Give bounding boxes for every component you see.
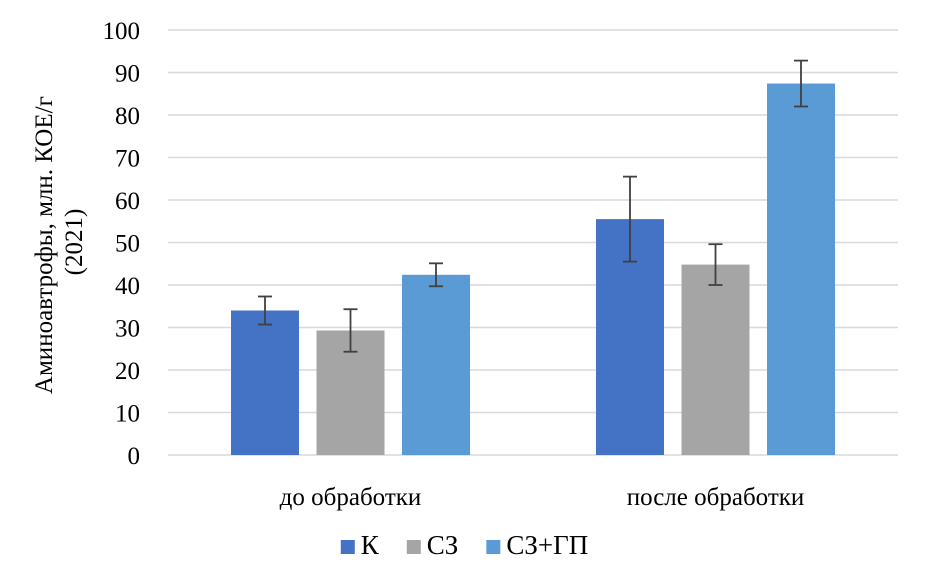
y-tick-label-0: 0	[128, 443, 141, 470]
error-bars	[258, 59, 808, 353]
legend-label-1: К	[361, 530, 380, 560]
y-tick-label-10: 10	[115, 401, 140, 428]
error-bar-3-1	[429, 262, 443, 288]
legend-item-1: К	[340, 530, 380, 560]
bars	[231, 83, 835, 456]
legend-item-2: СЗ	[406, 530, 459, 560]
error-bar-1-2	[623, 175, 637, 263]
bar-3-2	[767, 83, 835, 456]
legend-swatch-3	[486, 540, 501, 554]
legend: К СЗ СЗ+ГП	[340, 530, 588, 560]
bar-2-2	[681, 264, 750, 455]
y-tick-label-50: 50	[115, 231, 140, 258]
y-tick-label-80: 80	[115, 103, 140, 130]
legend-item-3: СЗ+ГП	[486, 530, 588, 560]
y-axis-label: Аминоавтрофы, млн. КОЕ/г (2021)	[31, 90, 88, 394]
x-category-label-2: после обработки	[627, 484, 805, 511]
error-bar-3-2	[794, 59, 808, 108]
legend-swatch-2	[406, 540, 421, 554]
y-tick-labels: 0 10 20 30 40 50 60 70 80 90 100	[103, 18, 141, 470]
error-bar-1-1	[258, 295, 272, 326]
y-tick-label-60: 60	[115, 188, 140, 215]
bar-3-1	[402, 274, 470, 455]
legend-label-3: СЗ+ГП	[506, 530, 588, 560]
y-axis-label-line-2: (2021)	[61, 209, 88, 276]
x-category-labels: до обработки после обработки	[280, 484, 805, 511]
y-axis-label-line-1: Аминоавтрофы, млн. КОЕ/г	[31, 96, 58, 394]
y-tick-label-40: 40	[115, 273, 140, 300]
error-bar-2-2	[708, 243, 723, 286]
error-bar-2-1	[343, 308, 358, 353]
y-tick-label-20: 20	[115, 358, 140, 385]
legend-label-2: СЗ	[427, 530, 459, 560]
bar-1-1	[231, 310, 299, 455]
y-tick-label-90: 90	[115, 61, 140, 88]
y-tick-label-30: 30	[115, 316, 140, 343]
y-tick-label-70: 70	[115, 146, 140, 173]
legend-swatch-1	[340, 540, 355, 554]
y-tick-label-100: 100	[103, 18, 141, 45]
x-category-label-1: до обработки	[280, 484, 422, 511]
